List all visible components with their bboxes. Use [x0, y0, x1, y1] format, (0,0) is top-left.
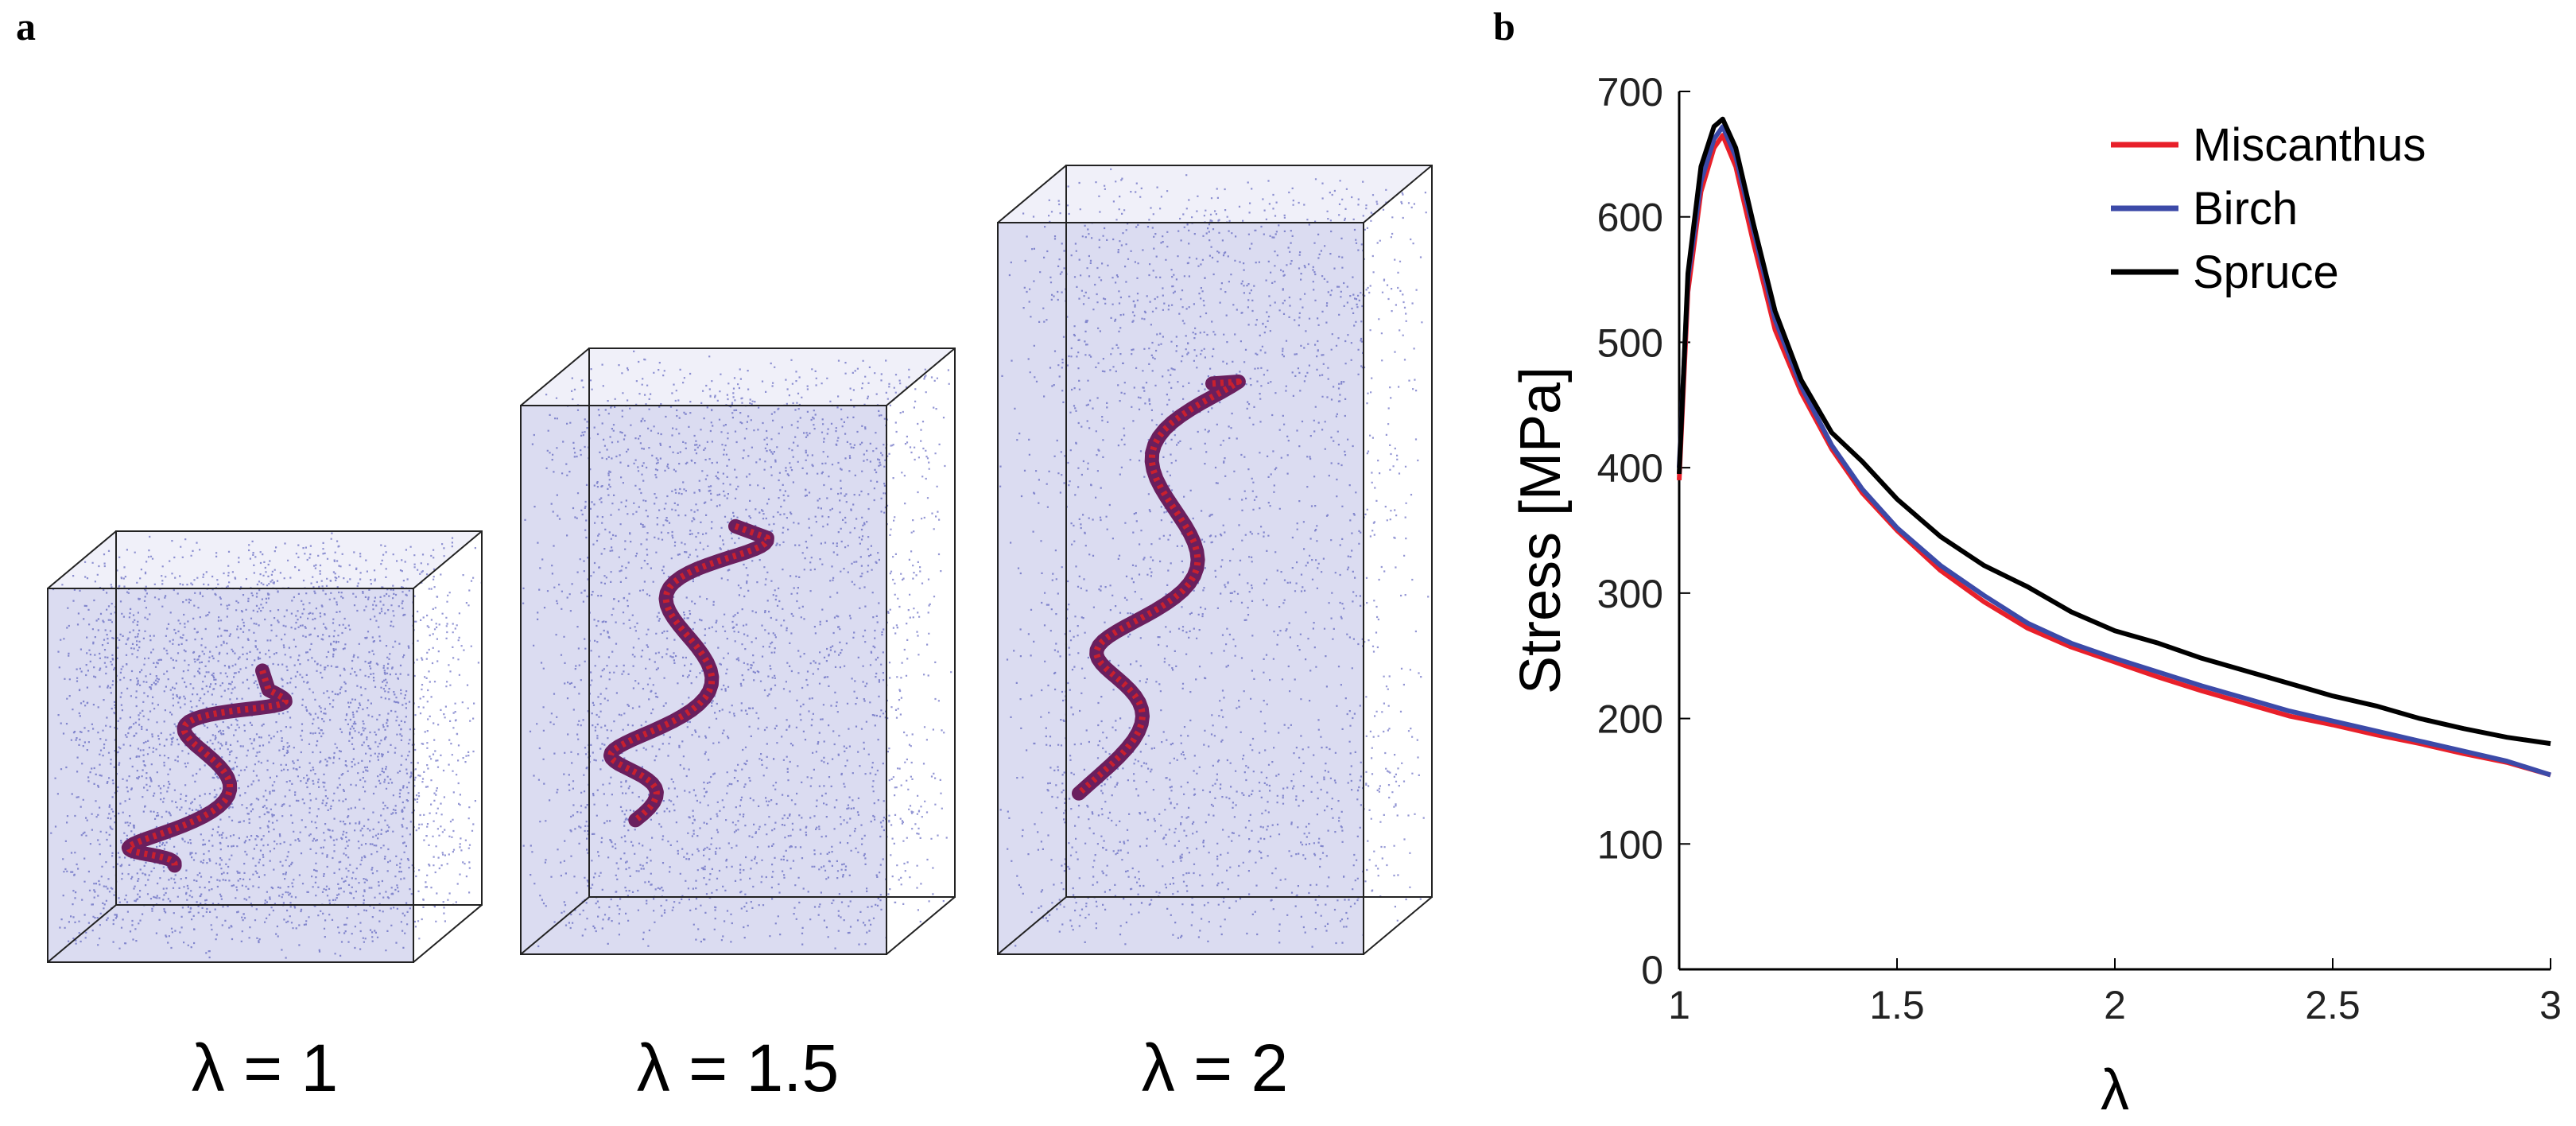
stress-chart: 0 100 200 300 400 500 600 700 1 1.5 2 2.5 3 λ Stress [… — [1509, 70, 2562, 1122]
box-stretch-label: λ = 2 — [1142, 1031, 1288, 1105]
particle-cloud — [48, 531, 483, 962]
series-line-birch — [1677, 124, 2551, 778]
simulation-boxes-figure: λ = 1 λ = 1.5 λ = 2 — [47, 165, 1433, 1105]
y-tick-label: 200 — [1597, 697, 1663, 742]
box-stretch-label: λ = 1 — [192, 1031, 338, 1105]
polymer-chain — [121, 663, 293, 873]
simulation-box-edges — [520, 348, 956, 955]
simulation-panel: λ = 1 λ = 1.5 λ = 2 — [47, 165, 1433, 1105]
panel-label-a: a — [16, 4, 36, 49]
series-line-miscanthus — [1677, 133, 2551, 778]
x-tick-label: 3 — [2539, 983, 2562, 1027]
x-tick-label: 2 — [2104, 983, 2126, 1027]
y-tick-label: 300 — [1597, 572, 1663, 616]
legend-label: Spruce — [2193, 247, 2339, 298]
particle-cloud — [998, 165, 1432, 954]
y-tick-label: 600 — [1597, 196, 1663, 240]
y-tick-label: 500 — [1597, 320, 1663, 365]
polymer-chain — [1072, 375, 1246, 801]
panel-label-b: b — [1493, 4, 1515, 49]
x-tick-label: 1.5 — [1869, 983, 1925, 1027]
simulation-box-edges — [997, 165, 1433, 955]
y-axis-label: Stress [MPa] — [1509, 367, 1573, 694]
polymer-chain — [603, 518, 774, 828]
legend-label: Birch — [2193, 183, 2298, 235]
legend-label: Miscanthus — [2193, 119, 2426, 171]
box-stretch-label: λ = 1.5 — [637, 1031, 840, 1105]
x-tick-label: 2.5 — [2305, 983, 2361, 1027]
y-tick-label: 0 — [1641, 948, 1663, 992]
x-axis-label: λ — [2101, 1058, 2129, 1122]
x-tick-label: 1 — [1668, 983, 1690, 1027]
y-tick-label: 700 — [1597, 70, 1663, 115]
y-tick-label: 400 — [1597, 446, 1663, 491]
chart-legend: Miscanthus Birch Spruce — [2111, 119, 2426, 298]
particle-cloud — [521, 348, 955, 954]
y-tick-label: 100 — [1597, 822, 1663, 867]
stress-chart-panel: 0 100 200 300 400 500 600 700 1 1.5 2 2.5 3 λ Stress [… — [1463, 0, 2576, 1122]
simulation-box-edges — [47, 530, 483, 963]
series-line-spruce — [1677, 116, 2551, 747]
